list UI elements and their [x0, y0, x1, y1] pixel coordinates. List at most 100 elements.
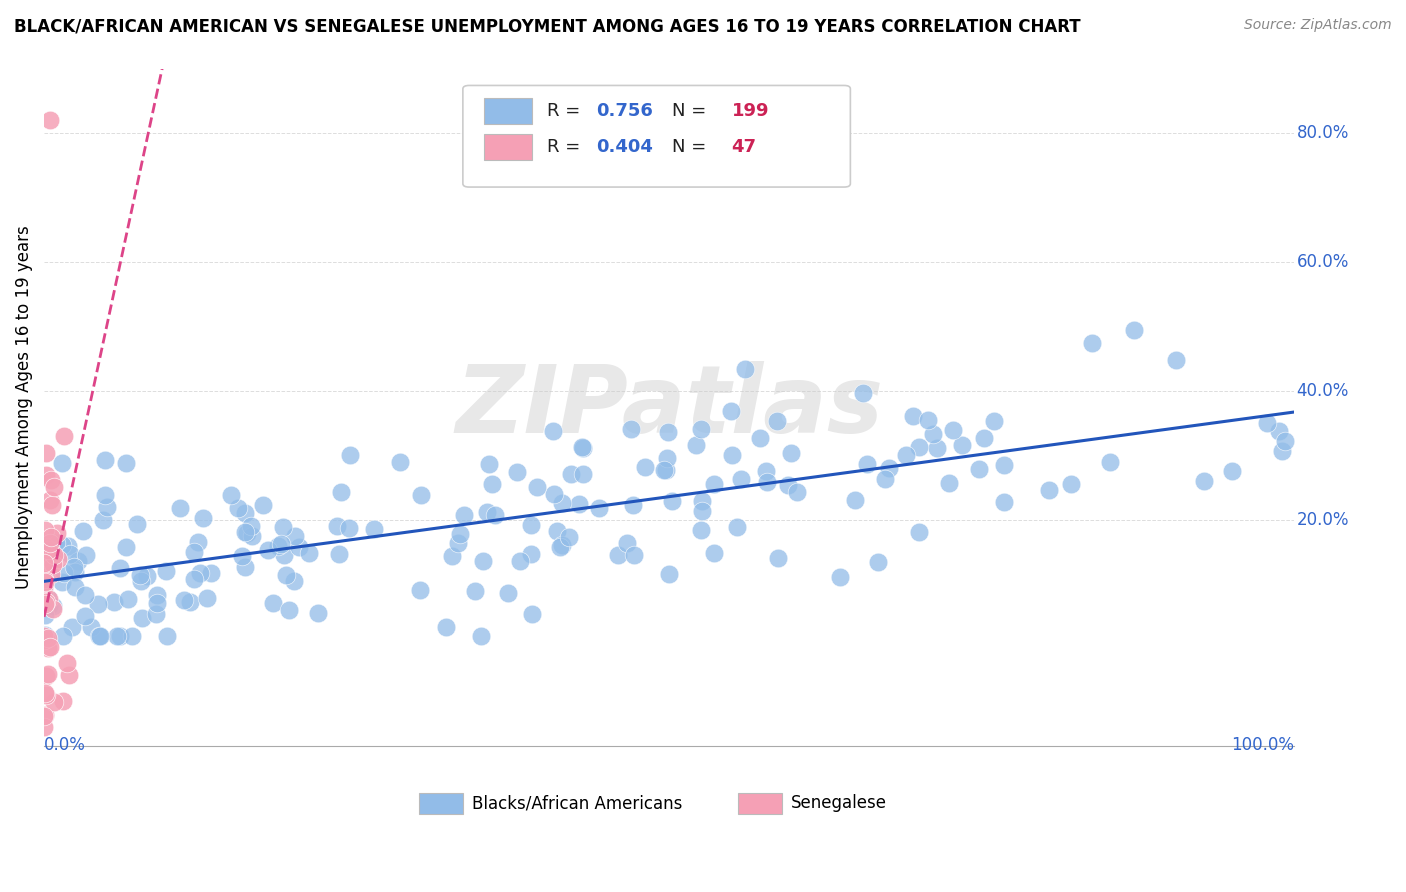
Point [38, 640, 60, 654]
Point [173, 593, 195, 607]
Point [188, 566, 211, 580]
Point [685, 438, 707, 452]
Point [52, 629, 75, 643]
Point [756, 475, 779, 489]
Point [42, 602, 65, 616]
Point [73, 588, 96, 602]
Text: R =: R = [547, 103, 586, 120]
Point [506, 466, 529, 480]
Text: R =: R = [547, 138, 586, 156]
Point [1098, 455, 1121, 469]
Point [307, 606, 329, 620]
Point [703, 546, 725, 560]
Point [35, 689, 58, 703]
Point [34, 584, 56, 599]
Point [262, 596, 284, 610]
Point [42, 557, 65, 571]
Point [550, 538, 572, 552]
Point [855, 458, 877, 472]
FancyBboxPatch shape [484, 134, 531, 160]
Point [623, 549, 645, 563]
Point [52, 566, 75, 580]
Point [235, 526, 257, 541]
Point [440, 549, 463, 564]
Text: 60.0%: 60.0% [1296, 253, 1348, 271]
Point [42, 695, 65, 709]
Point [1081, 335, 1104, 350]
Point [481, 476, 503, 491]
Point [34, 523, 56, 537]
Point [721, 448, 744, 462]
Text: 40.0%: 40.0% [1296, 382, 1348, 401]
Point [200, 566, 222, 580]
FancyBboxPatch shape [738, 793, 782, 814]
Point [993, 458, 1015, 472]
Point [284, 529, 307, 543]
Point [921, 426, 943, 441]
Point [37, 641, 59, 656]
Point [655, 463, 678, 477]
Point [748, 431, 770, 445]
Point [44, 541, 66, 556]
Point [191, 510, 214, 524]
Point [496, 586, 519, 600]
Point [105, 629, 128, 643]
Point [754, 464, 776, 478]
Point [616, 535, 638, 549]
Point [588, 500, 610, 515]
Point [45, 535, 67, 549]
Point [572, 441, 595, 455]
Point [89, 629, 111, 643]
Point [42, 480, 65, 494]
Point [39, 539, 62, 553]
Point [703, 476, 725, 491]
Point [337, 520, 360, 534]
Point [464, 584, 486, 599]
Point [65, 580, 87, 594]
Point [32, 556, 55, 570]
Point [32, 708, 55, 723]
Point [91, 513, 114, 527]
Point [32, 719, 55, 733]
Point [288, 540, 311, 554]
Point [877, 461, 900, 475]
Point [146, 588, 169, 602]
Point [298, 546, 321, 560]
Point [634, 460, 657, 475]
Point [551, 496, 574, 510]
Point [950, 438, 973, 452]
Point [434, 620, 457, 634]
Point [661, 494, 683, 508]
Point [267, 540, 290, 554]
Point [35, 556, 58, 570]
Point [34, 572, 56, 586]
Point [621, 498, 644, 512]
Point [896, 449, 918, 463]
Point [146, 596, 169, 610]
Point [546, 524, 568, 538]
Point [560, 467, 582, 482]
Text: 199: 199 [731, 103, 769, 120]
Point [108, 629, 131, 643]
Text: 20.0%: 20.0% [1296, 511, 1350, 529]
Point [121, 629, 143, 643]
Point [730, 472, 752, 486]
Point [778, 477, 800, 491]
Point [278, 603, 301, 617]
Point [46, 525, 69, 540]
Point [89, 629, 111, 643]
Point [1271, 444, 1294, 458]
Point [34, 539, 56, 553]
Point [32, 594, 55, 608]
Point [41, 498, 63, 512]
Point [35, 467, 58, 482]
Point [328, 547, 350, 561]
Point [274, 567, 297, 582]
Point [901, 409, 924, 423]
Point [34, 598, 56, 612]
Point [519, 517, 541, 532]
Point [252, 498, 274, 512]
Point [127, 517, 149, 532]
Point [235, 559, 257, 574]
Point [239, 519, 262, 533]
